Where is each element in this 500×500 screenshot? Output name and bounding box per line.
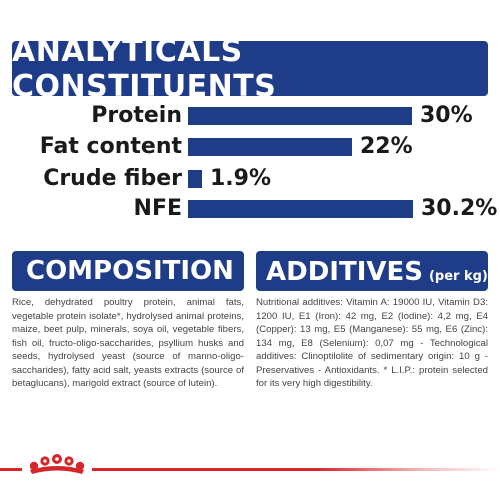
nutrient-label-fat: Fat content (39, 134, 182, 159)
additives-text: Nutritional additives: Vitamin A: 19000 … (256, 297, 488, 389)
additives-banner: ADDITIVES (per kg) (256, 251, 488, 291)
nutrient-label-protein: Protein (91, 103, 182, 128)
composition-heading: COMPOSITION (26, 256, 234, 286)
analytical-constituents-banner: ANALYTICALS CONSTITUENTS (12, 34, 488, 104)
nutrient-bar-fat (188, 138, 352, 156)
nutrient-value-nfe: 30.2% (421, 196, 498, 221)
nutrient-bar-protein (188, 107, 412, 125)
nutrient-value-protein: 30% (420, 103, 473, 128)
nutrient-bar-fiber (188, 170, 202, 188)
composition-banner: COMPOSITION (12, 251, 244, 291)
nutrient-label-nfe: NFE (133, 196, 182, 221)
royal-canin-crown-icon (29, 454, 85, 474)
analytical-constituents-title: ANALYTICALS CONSTITUENTS (12, 33, 277, 104)
footer-red-line-right (92, 468, 500, 471)
nutrient-label-fiber: Crude fiber (43, 166, 182, 191)
additives-heading: ADDITIVES (266, 257, 423, 287)
nutrient-bar-nfe (188, 200, 413, 218)
footer-red-line-left (0, 468, 22, 471)
nutrient-value-fiber: 1.9% (210, 166, 272, 191)
nutrient-value-fat: 22% (360, 134, 413, 159)
additives-subheading: (per kg) (428, 269, 488, 284)
composition-text: Rice, dehydrated poultry protein, animal… (12, 297, 244, 389)
